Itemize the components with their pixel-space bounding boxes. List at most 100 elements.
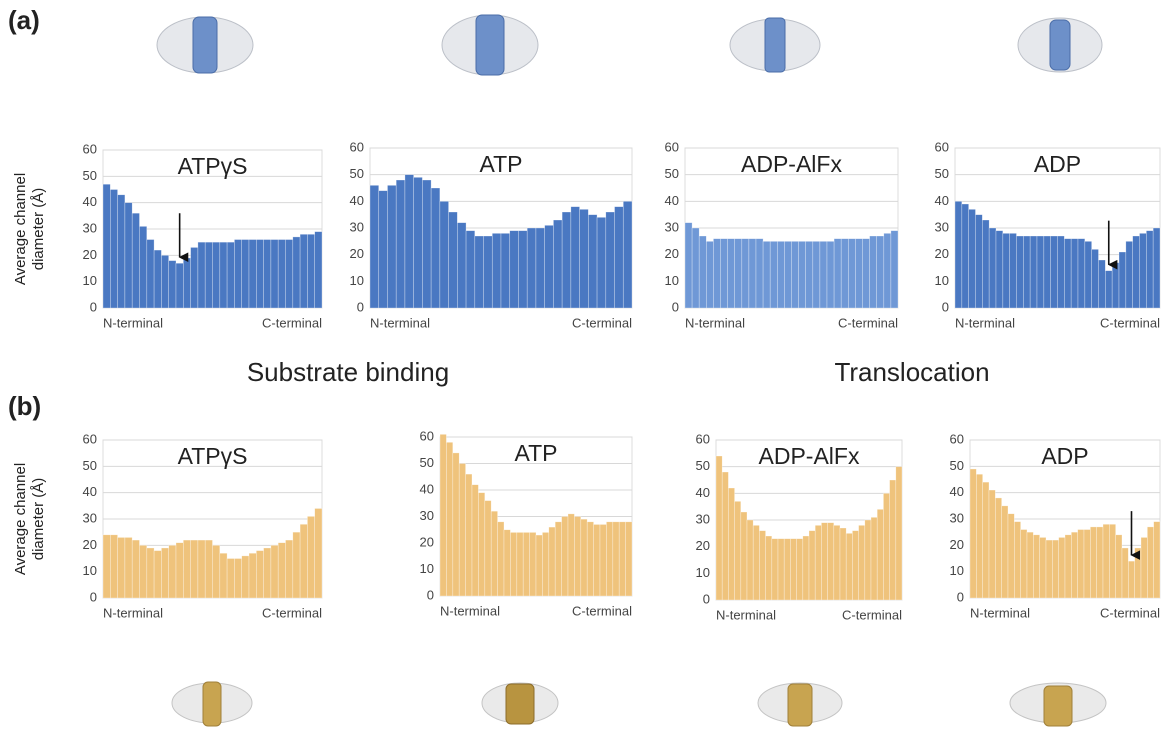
y-tick-label: 40 — [950, 484, 964, 499]
bar — [526, 227, 537, 309]
bar — [226, 241, 235, 309]
bar — [277, 542, 286, 599]
bar — [522, 532, 530, 597]
bar — [299, 523, 308, 599]
y-tick-label: 0 — [427, 587, 434, 602]
bar — [483, 235, 493, 309]
bar — [728, 487, 735, 601]
bar — [734, 238, 743, 309]
bar — [869, 235, 877, 309]
y-tick-label: 20 — [83, 247, 97, 262]
y-tick-label: 40 — [696, 485, 710, 500]
bar — [1001, 505, 1009, 599]
chart-title: ATPγS — [178, 443, 248, 469]
bar — [471, 484, 479, 597]
y-tick-label: 20 — [935, 246, 949, 261]
bar — [226, 558, 235, 599]
bar — [883, 233, 892, 309]
bar — [791, 241, 799, 309]
bar — [1023, 235, 1031, 309]
bar — [561, 516, 569, 597]
bar — [168, 260, 177, 309]
bar — [698, 235, 707, 309]
bar — [1033, 534, 1040, 599]
y-tick-label: 10 — [950, 563, 964, 578]
bar — [124, 202, 133, 309]
bar — [1134, 547, 1142, 599]
y-tick-label: 10 — [935, 273, 949, 288]
y-tick-label: 20 — [83, 537, 97, 552]
bar — [889, 479, 897, 601]
y-tick-label: 50 — [696, 458, 710, 473]
bar — [219, 552, 228, 599]
y-tick-label: 10 — [420, 561, 434, 576]
bar — [490, 510, 498, 597]
bar — [241, 555, 250, 599]
bar — [161, 547, 169, 599]
bar — [219, 241, 228, 309]
y-tick-label: 30 — [83, 510, 97, 525]
bar — [102, 534, 111, 599]
structures-top — [156, 14, 1103, 76]
bar — [1118, 251, 1127, 309]
y-tick-label: 20 — [696, 538, 710, 553]
y-tick-label: 10 — [83, 563, 97, 578]
bar — [734, 501, 742, 601]
y-tick-label: 50 — [665, 166, 679, 181]
y-tick-label: 20 — [665, 246, 679, 261]
bar — [204, 539, 213, 599]
x-tick-label: N-terminal — [370, 315, 430, 330]
bar — [705, 241, 714, 309]
bar — [819, 241, 828, 309]
bar — [369, 185, 380, 309]
bar — [1084, 241, 1092, 309]
bar — [277, 239, 286, 309]
bar — [554, 521, 562, 597]
bar — [740, 511, 748, 601]
y-tick-label: 60 — [83, 141, 97, 156]
y-tick-label: 60 — [350, 139, 364, 154]
bar — [248, 552, 257, 599]
bar — [988, 489, 996, 599]
bar — [876, 509, 884, 601]
bar — [876, 235, 885, 309]
bar — [1052, 539, 1059, 599]
chart-title: ADP-AlFx — [741, 151, 842, 177]
bar — [777, 538, 785, 601]
x-tick-label: C-terminal — [842, 607, 902, 622]
bar — [183, 257, 191, 309]
bar — [612, 521, 620, 597]
bar — [1026, 531, 1034, 599]
y-tick-label: 60 — [83, 431, 97, 446]
y-tick-label: 50 — [420, 455, 434, 470]
bar — [588, 214, 598, 309]
bar — [535, 534, 543, 597]
bar — [833, 525, 841, 601]
bar — [765, 535, 773, 601]
bar — [574, 516, 582, 597]
bar — [784, 241, 792, 309]
bar — [110, 189, 118, 309]
bar — [975, 214, 983, 309]
y-tick-label: 30 — [420, 508, 434, 523]
bar — [446, 441, 454, 597]
bar — [1111, 262, 1120, 309]
bar — [292, 236, 301, 309]
bar — [796, 538, 804, 601]
bar — [580, 518, 588, 597]
y-axis-label: Average channeldiameter (Å) — [12, 173, 47, 285]
bar — [161, 255, 169, 309]
bar — [808, 530, 816, 601]
bar — [452, 452, 460, 597]
y-axis-label: Average channeldiameter (Å) — [12, 463, 47, 575]
bar — [516, 532, 524, 597]
bar — [518, 230, 528, 309]
bar — [954, 201, 963, 309]
bar — [776, 241, 785, 309]
y-tick-label: 40 — [350, 193, 364, 208]
bar — [1090, 526, 1097, 599]
chart-title: ADP-AlFx — [759, 443, 860, 469]
bar — [314, 508, 323, 599]
bar — [117, 537, 126, 599]
